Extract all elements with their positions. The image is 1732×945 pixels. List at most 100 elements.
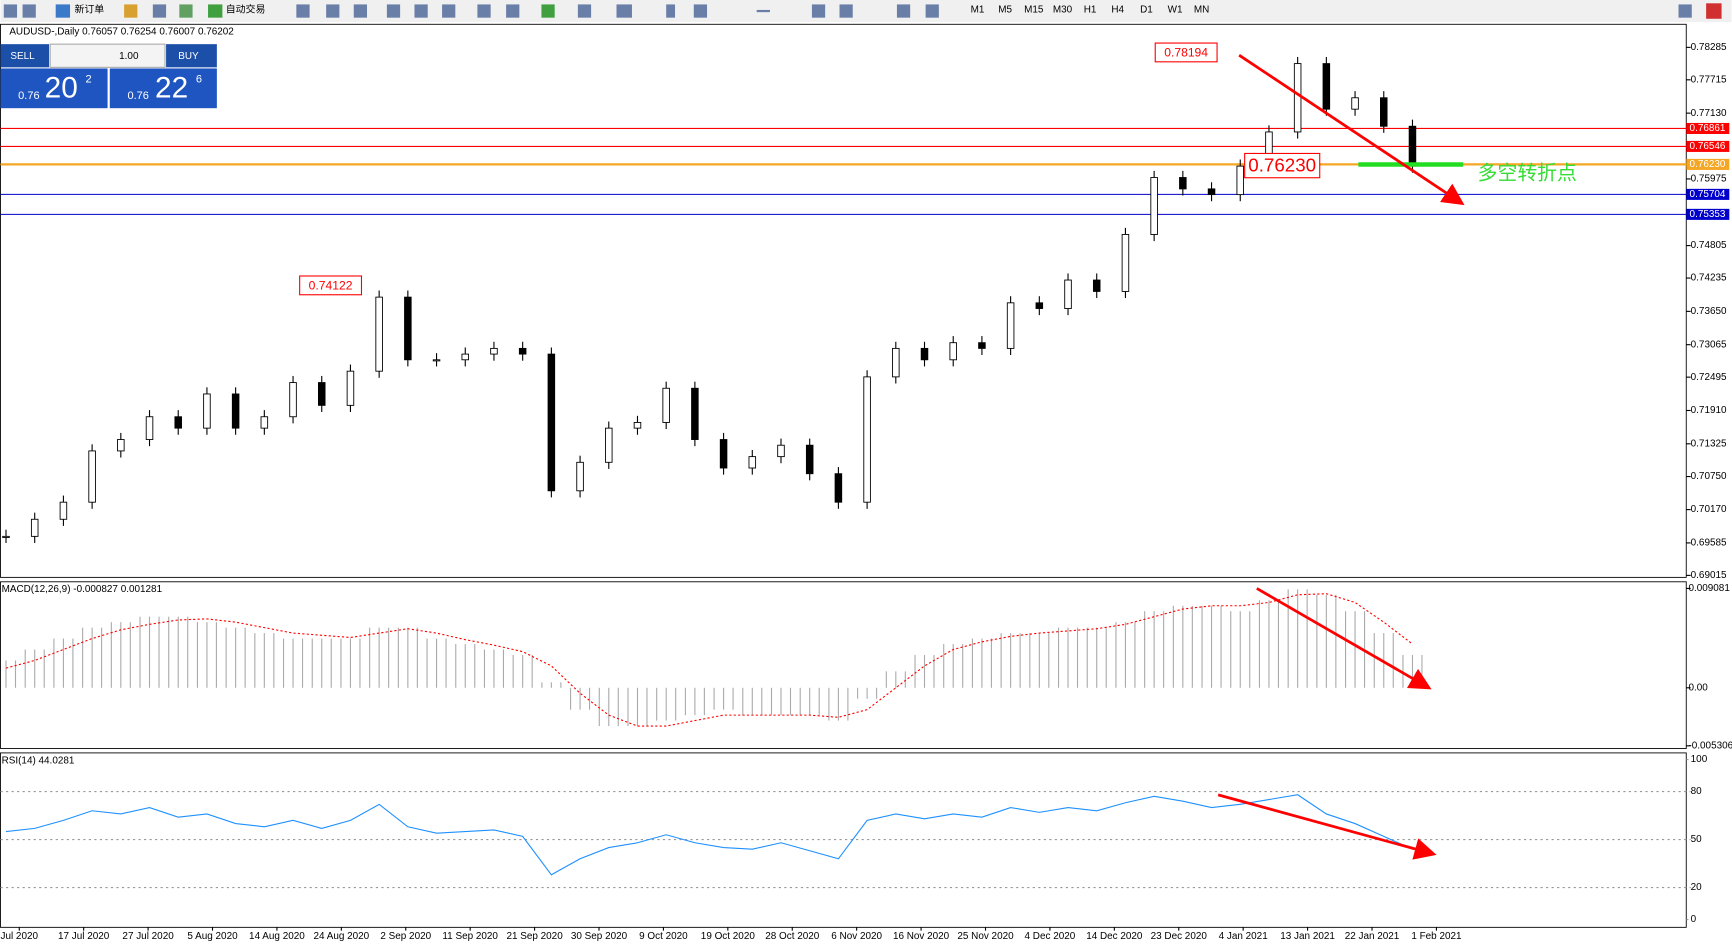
buy-price-point: 6	[196, 73, 202, 85]
candle	[863, 376, 871, 503]
y-tick-label: 0.72495	[1691, 372, 1727, 383]
candle	[1179, 177, 1187, 190]
x-tick-label: 9 Oct 2020	[639, 931, 688, 942]
timeframe-button[interactable]: H4	[1111, 5, 1124, 16]
price-annotation-box	[1154, 42, 1218, 63]
y-tick-label: 0.70750	[1691, 471, 1727, 482]
buy-label: BUY	[178, 51, 199, 62]
chart-header: AUDUSD-,Daily 0.76057 0.76254 0.76007 0.…	[9, 27, 234, 38]
rsi-arrow	[1217, 793, 1437, 860]
x-tick-label: 14 Aug 2020	[249, 931, 305, 942]
x-tick-label: 5 Aug 2020	[187, 931, 238, 942]
y-tick-label: 50	[1691, 834, 1703, 845]
candle	[518, 347, 527, 355]
x-tick-label: 22 Jan 2021	[1345, 931, 1400, 942]
timeframe-button[interactable]: M5	[998, 5, 1012, 16]
candle	[576, 461, 584, 492]
y-tick-label: 100	[1691, 754, 1708, 765]
main-panel	[0, 23, 1687, 578]
candle	[834, 473, 843, 503]
x-tick-label: 30 Sep 2020	[571, 931, 628, 942]
lots-value: 1.00	[119, 51, 139, 62]
lots-input[interactable]	[49, 43, 166, 68]
y-tick-label: 0.74805	[1691, 240, 1727, 251]
sell-label: SELL	[10, 51, 35, 62]
macd-arrow	[1256, 587, 1432, 690]
price-line-tag	[1686, 122, 1730, 134]
buy-price-box[interactable]	[109, 68, 217, 109]
candle	[432, 359, 441, 362]
buy-button[interactable]	[166, 44, 217, 68]
x-tick-label: 23 Dec 2020	[1151, 931, 1208, 942]
x-tick-label: 16 Nov 2020	[893, 931, 950, 942]
candle	[1035, 302, 1044, 309]
y-tick-label: 0.73650	[1691, 306, 1727, 317]
candle	[892, 347, 900, 378]
y-tick-label: 0.71325	[1691, 438, 1727, 449]
candle	[30, 518, 39, 537]
timeframe-button[interactable]: M15	[1024, 5, 1044, 16]
plot: M1 M5 M15 M30 H1 H4 D1 W1 MN 0.78285 0.77715 0.7713…	[0, 5, 1732, 942]
y-tick-label: 0.69015	[1691, 570, 1727, 581]
candle	[605, 427, 613, 463]
sell-price-box[interactable]	[0, 68, 108, 109]
candle	[662, 387, 670, 423]
price-line-tag	[1686, 208, 1730, 220]
candle	[59, 501, 68, 520]
candle	[2, 535, 10, 538]
candle	[145, 416, 154, 440]
candle	[117, 439, 125, 452]
y-tick-label: 0.74235	[1691, 273, 1727, 284]
price-line-label: 0.76861	[1690, 123, 1726, 134]
x-tick-label: 13 Jan 2021	[1280, 931, 1335, 942]
y-tick-label: -0.005306	[1688, 740, 1732, 751]
price-annotation-box	[1244, 152, 1321, 179]
x-tick-label: 19 Oct 2020	[701, 931, 756, 942]
timeframe-button[interactable]: W1	[1168, 5, 1183, 16]
timeframe-button[interactable]: D1	[1140, 5, 1153, 16]
x-tick-label: 14 Dec 2020	[1086, 931, 1143, 942]
candle	[777, 444, 785, 458]
candle	[1236, 165, 1245, 196]
candle	[404, 296, 412, 361]
candle	[633, 422, 642, 429]
price-line-label: 0.76230	[1690, 159, 1726, 170]
sell-price-pips: 20	[45, 71, 78, 104]
candle	[461, 353, 470, 361]
y-tick-label: 0.77715	[1691, 74, 1727, 85]
x-tick-label: 4 Jan 2021	[1219, 931, 1269, 942]
y-tick-label: 0.009081	[1688, 583, 1730, 594]
sell-price-big: 0.76	[18, 90, 39, 102]
macd-panel	[0, 581, 1687, 749]
x-tick-label: 6 Nov 2020	[831, 931, 882, 942]
candle	[1207, 188, 1216, 196]
x-tick-label: Jul 2020	[0, 931, 38, 942]
macd-header: MACD(12,26,9) -0.000827 0.001281	[2, 584, 163, 595]
timeframe-button[interactable]: MN	[1194, 5, 1209, 16]
x-tick-label: 2 Sep 2020	[380, 931, 431, 942]
timeframe-button[interactable]: M1	[971, 5, 985, 16]
y-tick-label: 0.77130	[1691, 108, 1727, 119]
timeframe-button[interactable]: M30	[1053, 5, 1073, 16]
price-line-label: 0.75353	[1690, 209, 1726, 220]
y-tick-label: 20	[1691, 882, 1703, 893]
auto-trading-button[interactable]: 自动交易	[226, 3, 266, 16]
timeframe-button[interactable]: H1	[1084, 5, 1097, 16]
order-panel: SELL 1.00 BUY 0.76 20 2 0.76 22 6	[0, 43, 217, 109]
candle	[1121, 234, 1130, 292]
price-line-label: 0.76546	[1690, 141, 1726, 152]
candle	[805, 444, 814, 475]
candle	[691, 387, 699, 440]
toolbar-icons	[3, 3, 1722, 19]
x-tick-label: 27 Jul 2020	[122, 931, 174, 942]
sell-button[interactable]	[0, 44, 50, 68]
candle	[1092, 279, 1101, 292]
y-tick-label: 0.70170	[1691, 504, 1727, 515]
candle	[1006, 302, 1015, 349]
candle	[949, 342, 957, 361]
candle	[719, 439, 728, 469]
candle	[490, 347, 498, 355]
x-tick-label: 25 Nov 2020	[957, 931, 1014, 942]
new-order-button[interactable]: 新订单	[74, 3, 104, 16]
